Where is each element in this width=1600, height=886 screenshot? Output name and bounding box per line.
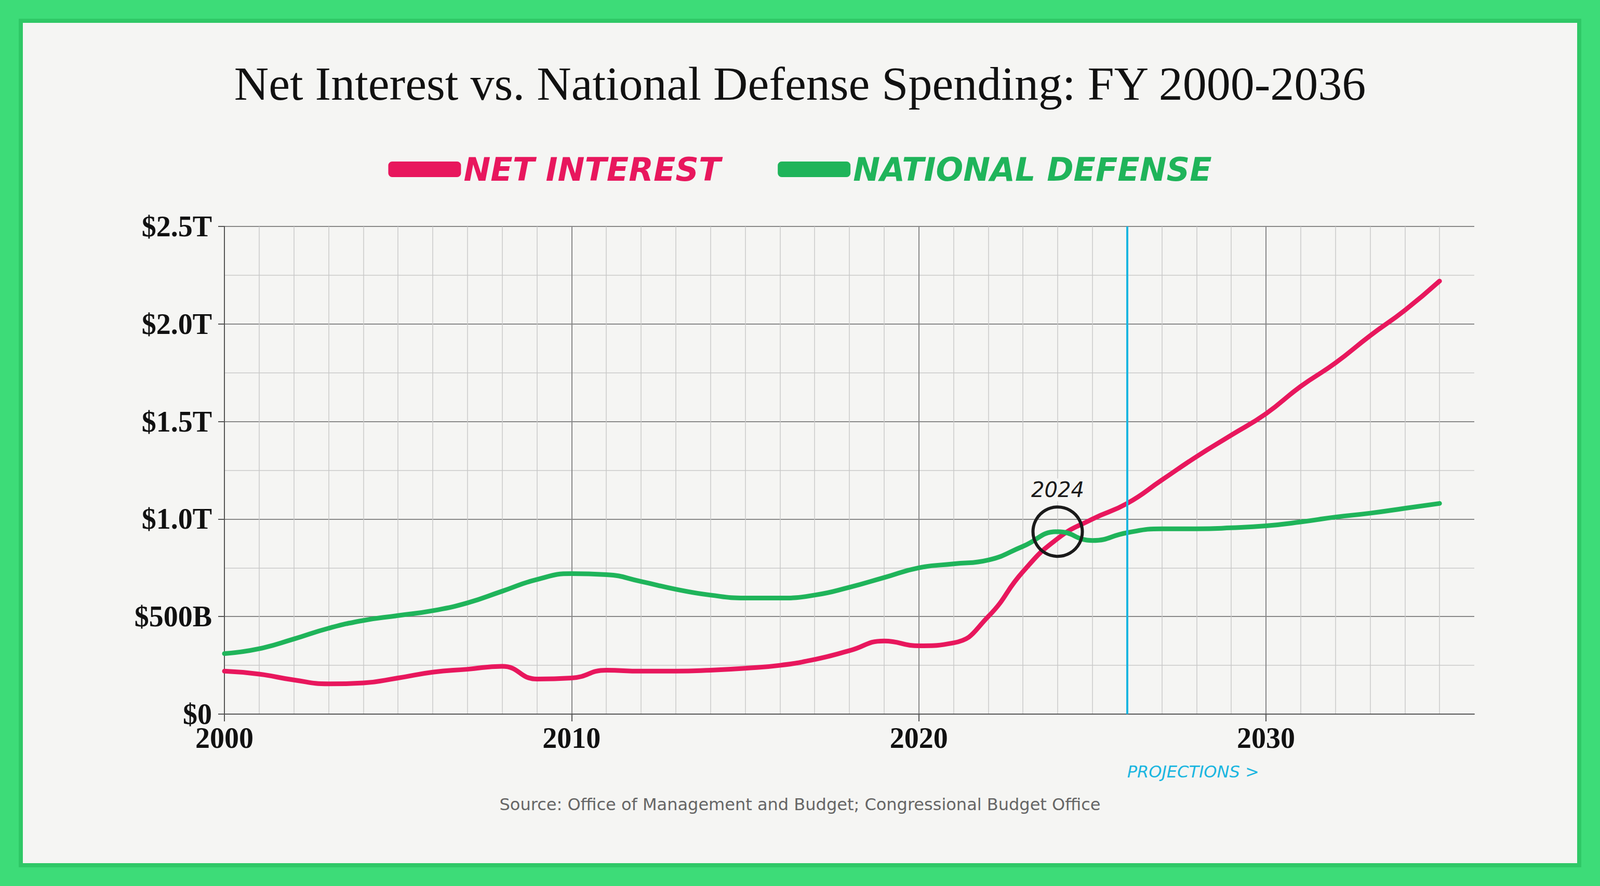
svg-text:2020: 2020 [889,722,949,755]
svg-text:$500B: $500B [134,600,212,633]
svg-text:2000: 2000 [195,722,254,755]
svg-text:2010: 2010 [542,722,601,755]
svg-text:Source: Office of Management a: Source: Office of Management and Budget;… [499,794,1101,815]
svg-text:$2.0T: $2.0T [141,308,212,341]
svg-text:$0: $0 [182,698,212,731]
svg-text:$1.5T: $1.5T [141,405,212,438]
svg-text:Net Interest vs. National Defe: Net Interest vs. National Defense Spendi… [234,57,1367,111]
svg-text:2030: 2030 [1236,722,1296,755]
svg-text:2024: 2024 [1031,477,1085,502]
svg-text:NATIONAL DEFENSE: NATIONAL DEFENSE [852,150,1212,189]
svg-text:NET INTEREST: NET INTEREST [463,150,723,189]
svg-text:$2.5T: $2.5T [141,210,212,243]
svg-text:PROJECTIONS >: PROJECTIONS > [1127,762,1260,782]
svg-text:$1.0T: $1.0T [141,502,212,536]
